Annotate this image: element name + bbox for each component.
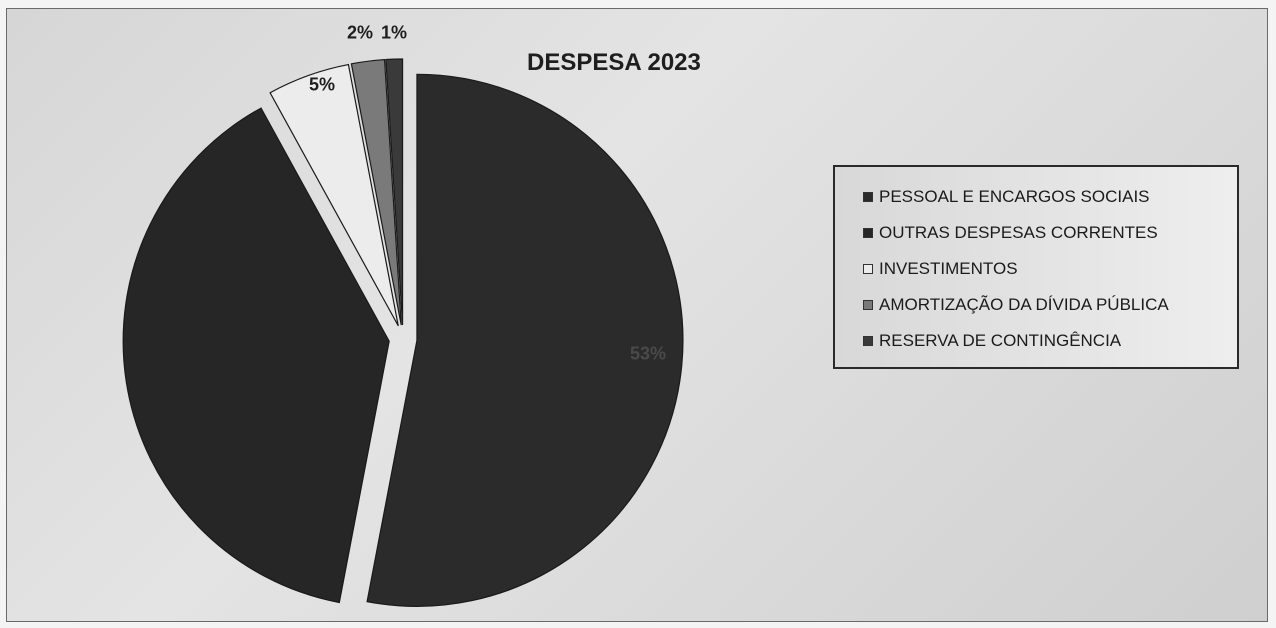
legend-item-amortizacao: AMORTIZAÇÃO DA DÍVIDA PÚBLICA: [863, 287, 1237, 323]
data-label-amortizacao: 2%: [346, 22, 374, 43]
legend-swatch: [863, 264, 873, 274]
legend-label: INVESTIMENTOS: [879, 259, 1018, 278]
data-label-investimentos: 5%: [308, 74, 336, 95]
legend-label: AMORTIZAÇÃO DA DÍVIDA PÚBLICA: [879, 295, 1169, 314]
pie-slice-outras-despesas: [122, 107, 390, 604]
legend-label: RESERVA DE CONTINGÊNCIA: [879, 331, 1122, 350]
data-label-pessoal: 53%: [629, 343, 667, 364]
data-label-reserva: 1%: [380, 22, 408, 43]
chart-title: DESPESA 2023: [527, 49, 701, 76]
pie-slice-reserva: [385, 58, 404, 326]
legend-swatch: [863, 228, 873, 238]
pie-chart: [122, 58, 684, 607]
legend-label: OUTRAS DESPESAS CORRENTES: [879, 223, 1158, 242]
pie-slice-amortizacao: [350, 58, 402, 326]
legend-item-outras-despesas: OUTRAS DESPESAS CORRENTES: [863, 215, 1237, 251]
legend-swatch: [863, 300, 873, 310]
legend-swatch: [863, 192, 873, 202]
chart-area: DESPESA 2023 53% 5% 2% 1% PESSOAL E ENCA…: [6, 8, 1268, 622]
legend-swatch: [863, 336, 873, 346]
legend-label: PESSOAL E ENCARGOS SOCIAIS: [879, 187, 1150, 206]
pie-slice-pessoal: [366, 73, 684, 607]
legend: PESSOAL E ENCARGOS SOCIAIS OUTRAS DESPES…: [833, 165, 1239, 369]
legend-item-pessoal: PESSOAL E ENCARGOS SOCIAIS: [863, 179, 1237, 215]
pie-slice-investimentos: [269, 63, 399, 327]
legend-item-reserva: RESERVA DE CONTINGÊNCIA: [863, 323, 1237, 359]
legend-item-investimentos: INVESTIMENTOS: [863, 251, 1237, 287]
